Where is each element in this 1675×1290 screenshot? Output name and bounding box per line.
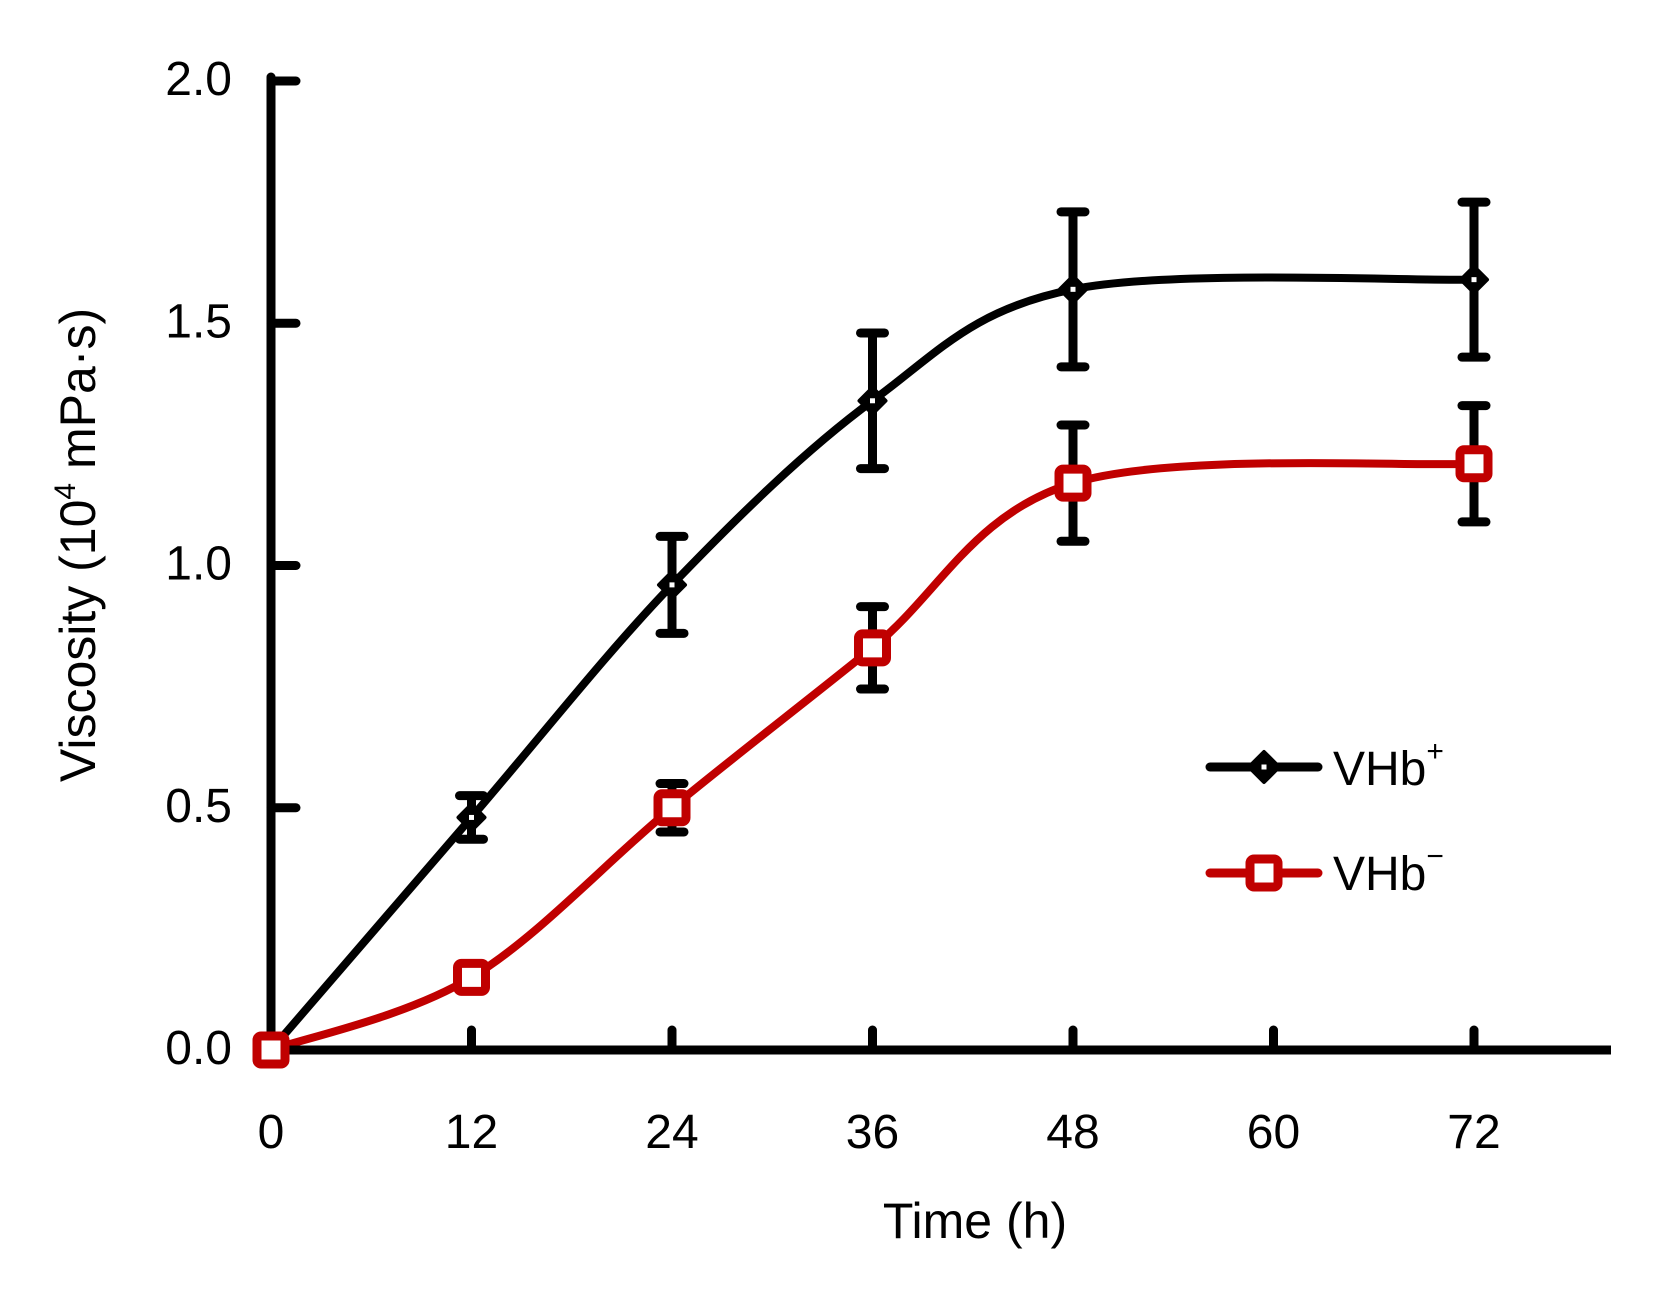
y-tick-label: 0.0 <box>165 1022 232 1075</box>
x-tick-label: 12 <box>445 1106 498 1159</box>
data-point-vhb-plus <box>1058 274 1088 305</box>
y-axis-title-tail: mPa·s) <box>50 308 106 483</box>
data-point-vhb-minus <box>854 629 891 667</box>
legend: VHb+ VHb− <box>1205 735 1444 901</box>
legend-label-vhb-plus: VHb+ <box>1333 735 1444 796</box>
x-axis-title: Time (h) <box>883 1193 1067 1249</box>
diamond-marker-center <box>870 398 875 404</box>
data-point-vhb-minus <box>453 958 490 996</box>
y-tick-label: 2.0 <box>165 53 232 106</box>
x-tick-label: 48 <box>1046 1106 1099 1159</box>
series-markers <box>252 264 1493 1069</box>
legend-square-marker-icon <box>1245 854 1283 892</box>
diamond-marker-center <box>469 814 474 820</box>
series-line-vhb-minus <box>267 459 1478 1054</box>
series-line-vhb-plus <box>267 273 1478 1054</box>
x-tick-label: 72 <box>1447 1106 1500 1159</box>
data-point-vhb-plus <box>456 802 487 833</box>
data-point-vhb-plus <box>657 569 687 600</box>
y-tick-label: 0.5 <box>165 780 232 833</box>
x-tick-label: 60 <box>1247 1106 1300 1159</box>
y-axis-title-main: Viscosity (10 <box>50 500 106 783</box>
y-axis-title-sup: 4 <box>49 483 82 500</box>
x-tick-label: 24 <box>645 1106 698 1159</box>
x-tick-label: 36 <box>846 1106 899 1159</box>
data-point-vhb-minus <box>1455 445 1493 483</box>
diamond-marker-center <box>1070 286 1076 292</box>
data-point-vhb-minus <box>1054 464 1092 502</box>
x-tick-label: 0 <box>258 1106 285 1159</box>
legend-diamond-marker-center <box>1261 764 1267 770</box>
x-ticks: 0 12 24 36 48 60 72 <box>258 1025 1501 1159</box>
diamond-marker-center <box>669 582 675 588</box>
data-point-vhb-plus <box>857 385 888 416</box>
data-point-vhb-plus <box>1459 264 1489 295</box>
y-tick-label: 1.5 <box>165 295 232 348</box>
y-axis-title: Viscosity (104 mPa·s) <box>49 308 106 782</box>
data-point-vhb-minus <box>252 1031 290 1069</box>
legend-label-vhb-minus: VHb− <box>1333 840 1444 901</box>
y-tick-label: 1.0 <box>165 538 232 591</box>
legend-item-vhb-minus: VHb− <box>1205 840 1444 901</box>
y-ticks: 0.0 0.5 1.0 1.5 2.0 <box>165 53 301 1075</box>
data-point-vhb-minus <box>653 789 691 827</box>
diamond-marker-center <box>1471 277 1477 283</box>
legend-item-vhb-plus: VHb+ <box>1205 735 1444 796</box>
axes <box>266 72 1611 1059</box>
